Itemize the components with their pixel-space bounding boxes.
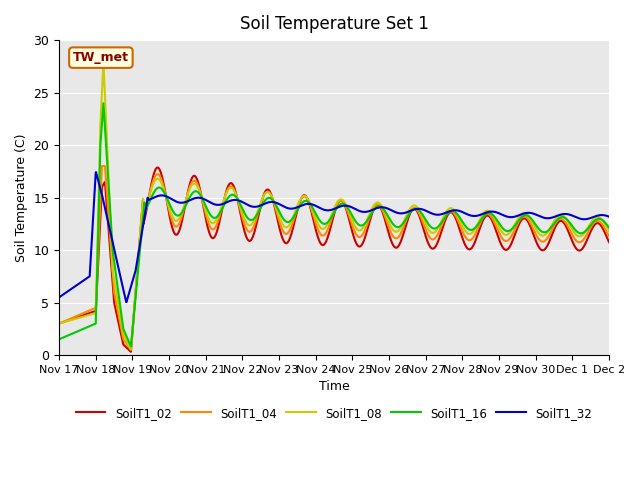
SoilT1_16	[55, 336, 63, 342]
SoilT1_04	[83, 309, 91, 314]
SoilT1_02	[308, 213, 316, 219]
SoilT1_02	[83, 311, 91, 317]
SoilT1_08	[83, 312, 91, 318]
SoilT1_08	[605, 228, 612, 234]
SoilT1_16	[308, 204, 316, 210]
SoilT1_04	[489, 216, 497, 222]
SoilT1_02	[605, 239, 612, 245]
SoilT1_16	[489, 212, 497, 217]
SoilT1_02	[323, 236, 331, 242]
SoilT1_08	[589, 216, 597, 222]
Line: SoilT1_02: SoilT1_02	[59, 168, 609, 352]
SoilT1_32	[589, 214, 597, 220]
SoilT1_16	[605, 225, 612, 230]
SoilT1_08	[55, 321, 63, 326]
SoilT1_32	[308, 202, 316, 207]
SoilT1_16	[589, 219, 597, 225]
Title: Soil Temperature Set 1: Soil Temperature Set 1	[239, 15, 429, 33]
SoilT1_02	[127, 349, 135, 355]
SoilT1_04	[605, 233, 612, 239]
Line: SoilT1_16: SoilT1_16	[59, 103, 609, 347]
SoilT1_32	[122, 299, 130, 305]
SoilT1_08	[308, 207, 316, 213]
SoilT1_04	[323, 228, 331, 234]
SoilT1_32	[489, 209, 497, 215]
X-axis label: Time: Time	[319, 380, 349, 393]
SoilT1_16	[83, 324, 91, 330]
Text: TW_met: TW_met	[73, 51, 129, 64]
SoilT1_32	[92, 169, 100, 175]
SoilT1_02	[154, 165, 161, 170]
SoilT1_32	[605, 214, 612, 219]
SoilT1_16	[100, 100, 108, 106]
SoilT1_02	[489, 219, 497, 225]
SoilT1_02	[589, 224, 597, 229]
SoilT1_04	[55, 321, 63, 326]
SoilT1_04	[308, 210, 316, 216]
SoilT1_02	[55, 321, 63, 326]
SoilT1_04	[127, 347, 135, 353]
Legend: SoilT1_02, SoilT1_04, SoilT1_08, SoilT1_16, SoilT1_32: SoilT1_02, SoilT1_04, SoilT1_08, SoilT1_…	[71, 402, 597, 424]
SoilT1_08	[100, 59, 108, 64]
SoilT1_04	[98, 163, 106, 169]
Line: SoilT1_08: SoilT1_08	[59, 61, 609, 350]
Y-axis label: Soil Temperature (C): Soil Temperature (C)	[15, 133, 28, 262]
SoilT1_32	[589, 214, 597, 220]
SoilT1_04	[589, 220, 597, 226]
Line: SoilT1_32: SoilT1_32	[59, 172, 609, 302]
Line: SoilT1_04: SoilT1_04	[59, 166, 609, 350]
SoilT1_16	[127, 344, 135, 349]
SoilT1_02	[589, 223, 597, 229]
SoilT1_08	[323, 222, 331, 228]
SoilT1_04	[589, 221, 597, 227]
SoilT1_32	[323, 207, 331, 213]
SoilT1_16	[589, 219, 597, 225]
SoilT1_32	[83, 275, 91, 281]
SoilT1_08	[489, 212, 497, 218]
SoilT1_08	[589, 216, 597, 222]
SoilT1_32	[55, 294, 63, 300]
SoilT1_08	[127, 347, 135, 353]
SoilT1_16	[323, 220, 331, 226]
